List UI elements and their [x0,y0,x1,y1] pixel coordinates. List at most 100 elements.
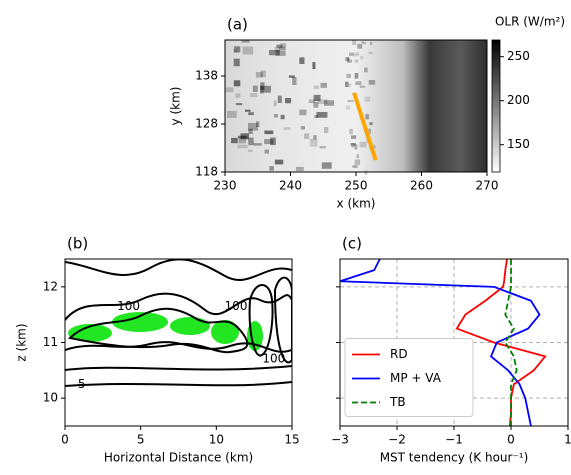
olr-texture [289,75,295,77]
olr-texture [353,54,358,57]
x-tick-label: 15 [284,433,299,447]
olr-texture [238,145,248,149]
legend-label: TB [389,395,406,409]
contour-label: 5 [78,377,86,391]
olr-texture [234,80,240,86]
legend-label: MP + VA [390,371,442,385]
olr-texture [365,114,368,119]
olr-texture [256,72,263,77]
olr-texture [360,56,363,60]
olr-texture [365,171,368,175]
olr-texture [253,86,258,92]
olr-texture [369,122,372,125]
olr-texture [299,110,306,116]
olr-texture [260,86,271,93]
olr-texture [250,93,257,97]
y-tick-label: 11 [43,335,58,349]
olr-texture [236,103,242,105]
olr-texture [256,121,260,127]
olr-texture [314,115,318,118]
olr-texture [370,42,372,45]
olr-texture [352,40,356,45]
y-tick-label: 128 [195,117,218,131]
x-tick-label: −3 [331,433,349,447]
olr-texture [345,82,349,87]
olr-texture [264,131,273,135]
x-axis-label: MST tendency (K hour⁻¹) [380,451,529,465]
legend-label: RD [390,347,408,361]
olr-texture [357,154,360,158]
y-tick-label: 138 [195,69,218,83]
olr-texture [320,146,326,149]
olr-texture [304,133,309,139]
olr-texture [346,106,350,110]
olr-texture [269,50,280,55]
figure: 150200250OLR (W/m²)230240250260270118128… [0,0,571,475]
y-axis-label: y (km) [169,87,183,126]
olr-texture [231,138,238,143]
x-tick-label: 250 [345,179,368,193]
olr-texture [243,47,254,55]
olr-texture [312,62,315,69]
olr-texture [281,115,285,119]
y-tick-label: 10 [43,391,58,405]
olr-texture [355,73,359,79]
olr-texture [317,99,327,104]
x-tick-label: 5 [137,433,145,447]
olr-texture [284,127,291,130]
legend-box: RD MP + VA TB [345,339,473,417]
olr-texture [322,162,332,168]
panel-title: (a) [227,16,248,34]
olr-texture [360,142,367,148]
olr-texture [310,139,318,146]
olr-texture [248,138,253,145]
olr-texture [234,59,240,67]
olr-texture [349,83,352,86]
x-tick-label: 1 [564,433,571,447]
olr-texture [296,167,304,171]
olr-texture [357,44,362,49]
olr-texture [248,150,252,152]
x-tick-label: 10 [209,433,224,447]
olr-texture [313,135,316,139]
olr-texture [301,126,305,129]
x-tick-label: 0 [61,433,69,447]
olr-texture [346,74,350,78]
olr-texture [355,81,361,85]
x-axis-label: Horizontal Distance (km) [104,451,253,465]
olr-texture [285,98,291,103]
olr-texture [314,85,319,88]
x-tick-label: −1 [445,433,463,447]
y-tick-label: 12 [43,279,58,293]
olr-texture [265,150,269,154]
olr-texture [324,127,328,133]
olr-texture [227,111,237,118]
olr-texture [355,144,358,149]
olr-texture [321,83,328,88]
olr-texture [349,60,352,63]
olr-texture [316,112,327,118]
olr-texture [345,57,349,61]
olr-texture [349,53,354,56]
x-tick-label: 260 [410,179,433,193]
olr-texture [226,87,234,92]
olr-texture [235,93,240,97]
olr-texture [279,47,286,50]
olr-texture [351,135,356,139]
olr-texture [355,160,360,165]
panel-title: (b) [67,235,88,253]
olr-texture [348,100,354,102]
olr-texture [369,80,375,85]
olr-texture [354,60,358,63]
panel: 150200250OLR (W/m²) [225,15,565,175]
colorbar-label: OLR (W/m²) [495,15,565,29]
colorbar-tick-label: 250 [507,49,530,63]
y-tick-label: 118 [195,165,218,179]
colorbar-tick-label: 200 [507,93,530,107]
olr-texture [275,160,283,165]
olr-texture [365,97,371,102]
olr-texture [352,165,357,168]
olr-texture [360,86,365,88]
x-tick-label: 230 [214,179,237,193]
olr-texture [369,52,373,54]
